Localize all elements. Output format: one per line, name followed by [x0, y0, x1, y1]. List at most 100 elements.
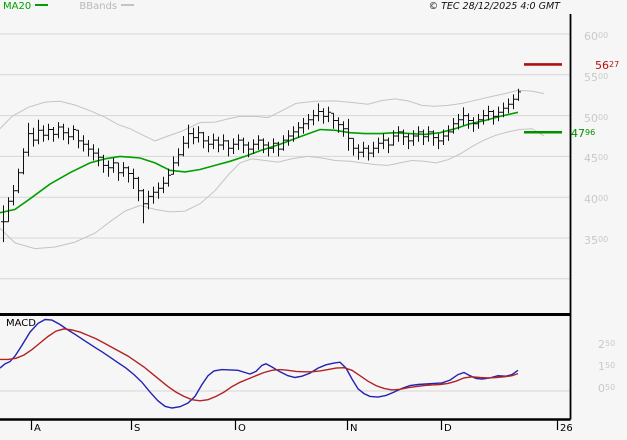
macd-line — [0, 318, 519, 409]
candle — [126, 166, 131, 183]
candle — [256, 135, 261, 150]
candle — [411, 130, 416, 146]
candle — [96, 148, 101, 167]
candle — [31, 127, 36, 147]
candle — [306, 114, 311, 130]
candle — [221, 134, 226, 150]
candle — [386, 137, 391, 154]
candle — [486, 105, 491, 121]
candle — [56, 122, 61, 139]
candle — [146, 190, 151, 210]
candle — [1, 205, 6, 243]
candle — [151, 186, 156, 204]
candle — [131, 168, 136, 189]
candle — [276, 141, 281, 157]
candle — [61, 123, 66, 141]
candle — [106, 160, 111, 177]
candle — [381, 133, 386, 150]
candle — [181, 136, 186, 157]
candle — [321, 108, 326, 124]
candle — [241, 137, 246, 154]
candle — [516, 88, 521, 101]
candle — [436, 133, 441, 150]
candle — [46, 123, 51, 141]
candle — [346, 118, 351, 151]
candle — [136, 176, 141, 202]
candle — [216, 136, 221, 153]
candle — [296, 122, 301, 138]
candle — [271, 138, 276, 154]
candle — [11, 185, 16, 206]
candle — [206, 136, 211, 153]
candle — [51, 127, 56, 142]
candle — [201, 131, 206, 149]
candle — [116, 162, 121, 181]
candle — [196, 126, 201, 143]
candle — [426, 126, 431, 142]
candle — [21, 148, 26, 175]
legend-bbands-label: BBands — [79, 1, 118, 12]
candle — [446, 125, 451, 141]
candle — [326, 106, 331, 123]
candle — [501, 102, 506, 118]
candle — [461, 107, 466, 126]
candle — [401, 129, 406, 145]
candle — [236, 134, 241, 150]
bollinger-lower-line — [0, 128, 545, 250]
candle — [246, 141, 251, 158]
candle — [356, 144, 361, 160]
macd-panel-label: MACD — [6, 318, 36, 329]
candle — [341, 121, 346, 137]
candle — [481, 109, 486, 125]
candle — [336, 117, 341, 133]
candle — [361, 141, 366, 158]
candle — [366, 145, 371, 161]
candle — [511, 94, 516, 110]
candle — [476, 114, 481, 129]
candle — [191, 127, 196, 145]
candle — [431, 130, 436, 146]
candle — [471, 117, 476, 132]
bollinger-upper-line — [0, 89, 545, 142]
candle — [316, 103, 321, 122]
candle — [81, 135, 86, 152]
candle — [66, 127, 71, 145]
candle — [331, 112, 336, 129]
candle — [171, 156, 176, 175]
candle — [91, 144, 96, 161]
candle — [41, 125, 46, 142]
candle — [176, 148, 181, 167]
candle — [261, 138, 266, 154]
candle — [251, 139, 256, 154]
candle — [456, 114, 461, 130]
candle — [371, 141, 376, 158]
candle — [421, 129, 426, 145]
legend: MA20 BBands — [3, 1, 135, 13]
signal-line — [0, 328, 519, 402]
candle — [286, 130, 291, 146]
candle — [226, 140, 231, 157]
candle — [16, 168, 21, 194]
bbands-line-swatch — [121, 4, 135, 6]
candle — [391, 130, 396, 146]
candle — [231, 138, 236, 154]
candle — [406, 133, 411, 150]
candle — [506, 98, 511, 114]
candle — [301, 118, 306, 134]
candle — [76, 129, 81, 149]
candle — [351, 137, 356, 156]
candle — [156, 182, 161, 199]
chart-timestamp: © TEC 28/12/2025 4:0 GMT — [428, 1, 560, 12]
candle — [6, 197, 11, 223]
candle — [496, 106, 501, 122]
candle — [491, 109, 496, 125]
candle — [186, 124, 191, 149]
candle — [36, 119, 41, 145]
candle — [466, 113, 471, 129]
candle — [161, 176, 166, 194]
candle — [266, 141, 271, 157]
candle — [111, 158, 116, 173]
candle — [291, 126, 296, 142]
